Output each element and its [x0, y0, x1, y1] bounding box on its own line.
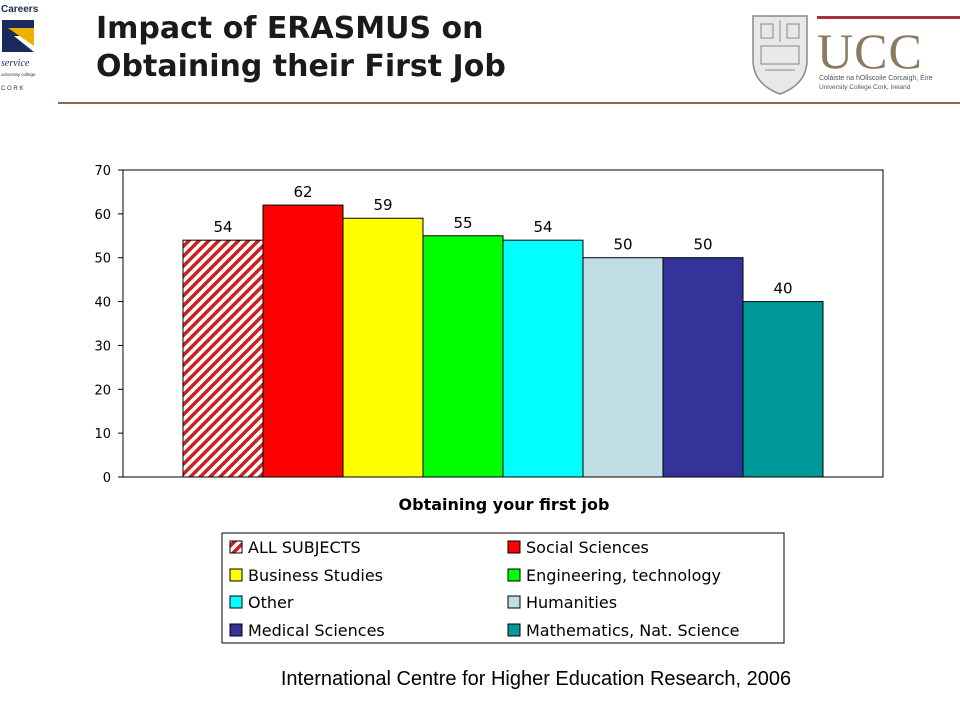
ucc-irish-name: Coláiste na hOllscoile Corcaigh, Éire: [819, 73, 933, 82]
bar-value-label: 54: [533, 218, 552, 236]
y-tick-label: 20: [94, 383, 111, 398]
legend-swatch: [507, 595, 521, 609]
legend-swatch: [229, 623, 243, 637]
legend-label: Business Studies: [248, 566, 383, 585]
legend-box: [221, 532, 785, 644]
careers-service-logo: Careers service university college C O R…: [0, 0, 44, 100]
legend-label: Humanities: [526, 593, 617, 612]
logo-arrow-accent-icon: [8, 28, 34, 46]
source-text: International Centre for Higher Educatio…: [280, 668, 792, 690]
bar-value-label: 59: [373, 196, 392, 214]
page-title: Impact of ERASMUS on Obtaining their Fir…: [96, 10, 506, 86]
legend-swatch: [229, 595, 243, 609]
ucc-english-name: University College Cork, Ireland: [819, 84, 911, 91]
y-tick-label: 0: [103, 471, 111, 486]
logo-careers-text: Careers: [1, 4, 39, 15]
ucc-wordmark: UCC: [817, 23, 923, 79]
y-tick-label: 10: [94, 427, 111, 442]
legend-swatch: [229, 568, 243, 582]
title-line-2: Obtaining their First Job: [96, 49, 506, 84]
legend-label: Social Sciences: [526, 538, 649, 557]
ucc-logo: UCC Coláiste na hOllscoile Corcaigh, Éir…: [752, 15, 960, 95]
bar-value-label: 50: [693, 236, 712, 254]
y-tick-label: 40: [94, 296, 111, 311]
bar: [742, 301, 824, 478]
bar: [342, 217, 424, 478]
bars: 54 62 59 55 54 50 50 40: [182, 183, 824, 478]
logo-ucc-small-text: university college: [1, 72, 36, 77]
legend-label: Medical Sciences: [248, 621, 385, 640]
bar-value-label: 50: [613, 236, 632, 254]
title-line-1: Impact of ERASMUS on: [96, 11, 484, 46]
bar-value-label: 62: [293, 183, 312, 201]
bar: [662, 257, 744, 478]
legend-swatch: [507, 540, 521, 554]
y-tick-label: 30: [94, 339, 111, 354]
x-axis-label: Obtaining your first job: [399, 495, 610, 514]
logo-cork-text: C O R K: [1, 86, 23, 92]
legend-swatch: [507, 568, 521, 582]
bar: [182, 239, 264, 478]
legend-swatch: [229, 540, 243, 554]
bar-value-label: 55: [453, 214, 472, 232]
legend-label: Mathematics, Nat. Science: [526, 621, 740, 640]
ucc-crest-icon: [752, 15, 808, 95]
y-tick-label: 60: [94, 208, 111, 223]
bar: [502, 239, 584, 478]
ucc-accent-bar: [817, 16, 960, 19]
y-tick-label: 50: [94, 252, 111, 267]
bar-value-label: 40: [773, 280, 792, 298]
legend-label: Engineering, technology: [526, 566, 721, 585]
bar-value-label: 54: [213, 218, 232, 236]
y-tick-label: 70: [94, 164, 111, 179]
legend-swatch: [507, 623, 521, 637]
bar-chart: 0 10 20 30 40 50 60 70 54 62 59 55 54 50 50 40 Obtaini…: [94, 164, 884, 644]
bar: [422, 235, 504, 478]
logo-service-text: service: [1, 58, 30, 69]
bar: [262, 204, 344, 478]
bar: [582, 257, 664, 478]
legend-label: ALL SUBJECTS: [248, 538, 361, 557]
legend-label: Other: [248, 593, 294, 612]
source-credit: International Centre for Higher Educatio…: [0, 668, 960, 691]
title-divider: [58, 102, 960, 104]
legend: ALL SUBJECTS Social Sciences Business Stud…: [221, 532, 785, 644]
y-axis: 0 10 20 30 40 50 60 70: [94, 164, 123, 486]
